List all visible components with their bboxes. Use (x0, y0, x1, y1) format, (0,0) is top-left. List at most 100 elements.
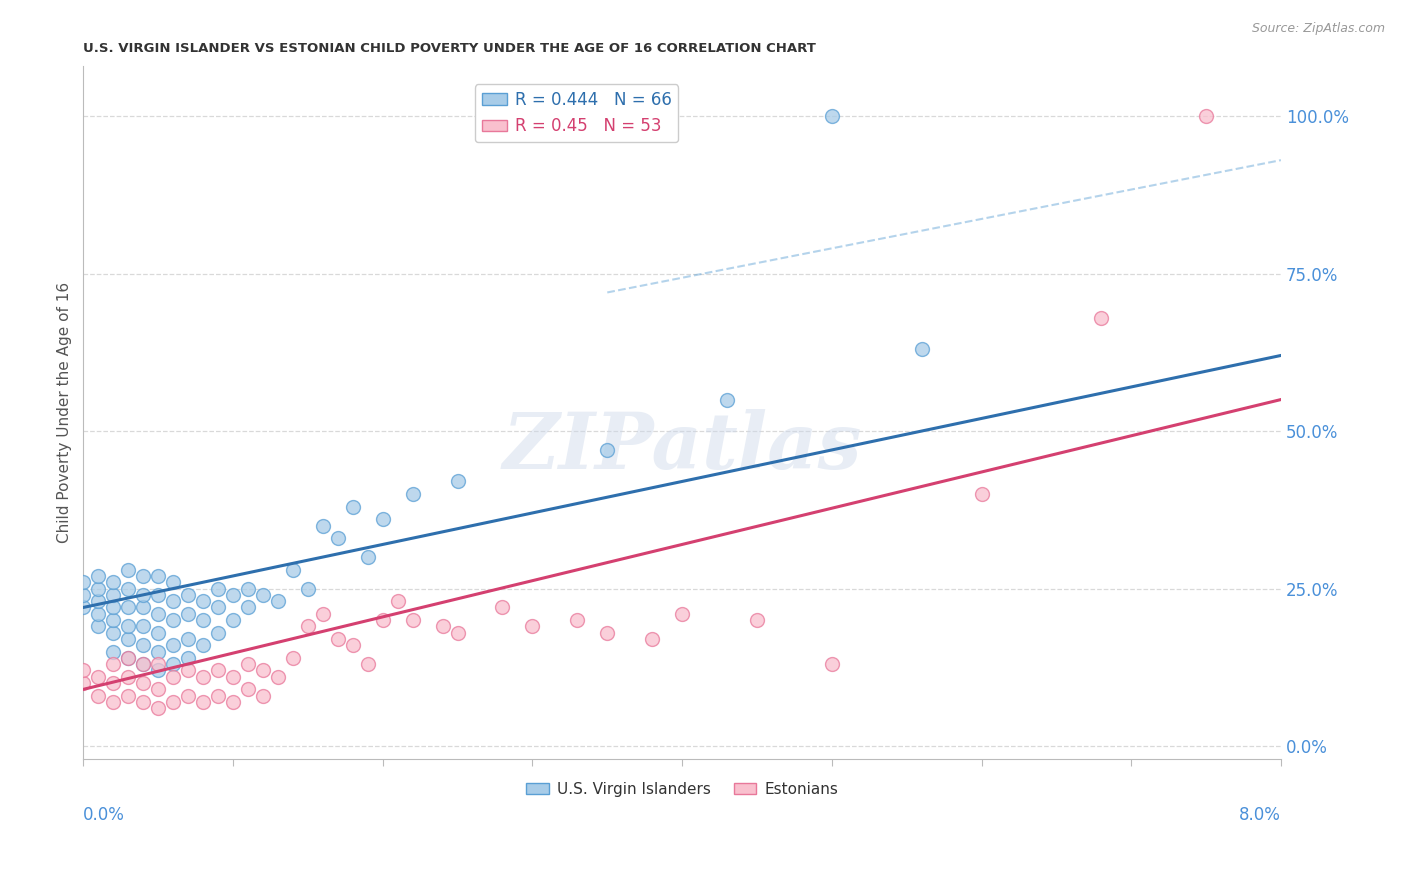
Point (117, 619, 139, 633)
Point (146, 682, 169, 697)
Point (821, 109, 844, 123)
Point (146, 569, 169, 583)
Text: ZIPatlas: ZIPatlas (502, 409, 862, 485)
Point (103, 657, 125, 672)
Point (252, 689, 274, 703)
Point (162, 594, 184, 608)
Point (267, 670, 290, 684)
Point (222, 588, 245, 602)
Point (716, 392, 738, 407)
Point (177, 632, 200, 646)
Point (387, 594, 409, 608)
Point (177, 664, 200, 678)
Point (401, 487, 423, 501)
Text: 0.0%: 0.0% (83, 805, 125, 824)
Point (252, 664, 274, 678)
Point (236, 657, 259, 672)
Point (117, 650, 139, 665)
Point (1195, 109, 1218, 123)
Point (146, 588, 169, 602)
Point (236, 600, 259, 615)
Point (401, 613, 423, 627)
Point (117, 582, 139, 596)
Point (522, 619, 544, 633)
Point (132, 569, 155, 583)
Legend: U.S. Virgin Islanders, Estonians: U.S. Virgin Islanders, Estonians (520, 776, 844, 803)
Point (117, 650, 139, 665)
Point (87, 582, 110, 596)
Point (821, 657, 844, 672)
Point (87, 689, 110, 703)
Point (103, 676, 125, 690)
Point (1090, 310, 1112, 325)
Point (191, 638, 214, 652)
Point (222, 695, 245, 709)
Point (87, 569, 110, 583)
Point (371, 613, 394, 627)
Point (132, 600, 155, 615)
Point (146, 644, 169, 658)
Point (177, 650, 200, 665)
Point (357, 657, 380, 672)
Point (103, 575, 125, 590)
Point (191, 695, 214, 709)
Point (312, 518, 335, 533)
Point (132, 619, 155, 633)
Point (117, 600, 139, 615)
Point (267, 594, 290, 608)
Point (103, 625, 125, 640)
Point (117, 563, 139, 577)
Point (72, 600, 94, 615)
Point (162, 657, 184, 672)
Point (146, 701, 169, 715)
Point (132, 588, 155, 602)
Point (491, 600, 513, 615)
Point (72, 664, 94, 678)
Point (281, 650, 304, 665)
Point (326, 531, 349, 545)
Point (162, 670, 184, 684)
Point (222, 613, 245, 627)
Point (132, 657, 155, 672)
Point (87, 619, 110, 633)
Point (207, 600, 229, 615)
Point (207, 689, 229, 703)
Point (671, 607, 693, 621)
Point (567, 613, 589, 627)
Point (132, 657, 155, 672)
Point (596, 442, 619, 457)
Point (191, 594, 214, 608)
Point (72, 588, 94, 602)
Point (103, 600, 125, 615)
Point (207, 582, 229, 596)
Point (371, 512, 394, 526)
Point (103, 588, 125, 602)
Point (103, 695, 125, 709)
Point (252, 588, 274, 602)
Text: U.S. VIRGIN ISLANDER VS ESTONIAN CHILD POVERTY UNDER THE AGE OF 16 CORRELATION C: U.S. VIRGIN ISLANDER VS ESTONIAN CHILD P… (83, 42, 815, 54)
Point (87, 607, 110, 621)
Point (745, 613, 768, 627)
Point (326, 632, 349, 646)
Point (146, 607, 169, 621)
Point (207, 664, 229, 678)
Point (162, 613, 184, 627)
Point (146, 664, 169, 678)
Point (117, 670, 139, 684)
Point (146, 625, 169, 640)
Point (970, 487, 993, 501)
Point (446, 625, 468, 640)
Point (72, 575, 94, 590)
Point (446, 475, 468, 489)
Point (72, 676, 94, 690)
Point (191, 670, 214, 684)
Point (162, 695, 184, 709)
Point (146, 657, 169, 672)
Point (177, 588, 200, 602)
Point (222, 670, 245, 684)
Point (281, 563, 304, 577)
Point (641, 632, 664, 646)
Point (357, 549, 380, 564)
Point (342, 500, 364, 514)
Point (132, 638, 155, 652)
